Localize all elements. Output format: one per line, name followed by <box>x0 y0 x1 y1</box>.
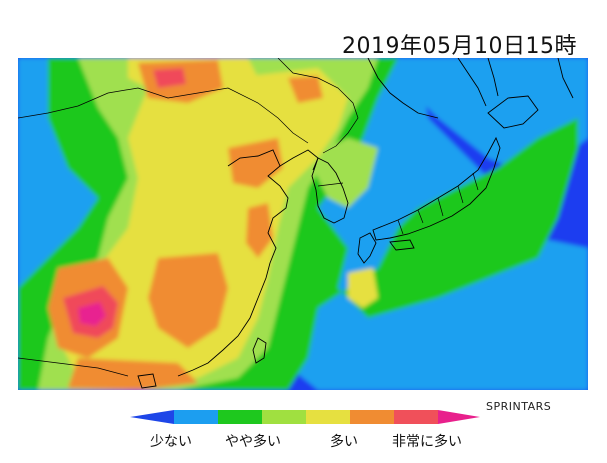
legend-label-low: 少ない <box>150 434 192 450</box>
legend-swatch-4 <box>262 410 306 424</box>
country-borders <box>18 58 479 377</box>
concentration-layer <box>18 58 588 390</box>
fill-max <box>78 302 106 326</box>
legend-arrow-right <box>438 410 480 424</box>
fill-high-kyushu <box>348 268 378 308</box>
legend-swatch-5 <box>306 410 350 424</box>
fill-very-high-center <box>148 253 228 348</box>
fill-very-high-ne <box>288 76 323 103</box>
aerosol-forecast-map <box>18 58 588 390</box>
legend-label-slightly-high: やや多い <box>225 434 281 450</box>
legend-swatch-7 <box>394 410 438 424</box>
color-scale-legend <box>130 410 480 424</box>
legend-swatch-3 <box>218 410 262 424</box>
legend-swatch-6 <box>350 410 394 424</box>
fill-extreme-north <box>153 68 186 88</box>
fill-very-high-south <box>68 358 198 390</box>
legend-arrow-left <box>130 410 174 424</box>
coastlines <box>137 58 574 389</box>
fill-low-west <box>18 98 78 258</box>
legend-swatch-2 <box>174 410 218 424</box>
datetime-title: 2019年05月10日15時 <box>342 34 577 59</box>
fill-very-high-coast <box>246 203 273 258</box>
legend-label-very-high: 非常に多い <box>392 434 462 450</box>
fill-medium-korea <box>308 138 378 208</box>
legend-label-high: 多い <box>330 434 358 450</box>
credit-label: SPRINTARS <box>486 400 552 413</box>
